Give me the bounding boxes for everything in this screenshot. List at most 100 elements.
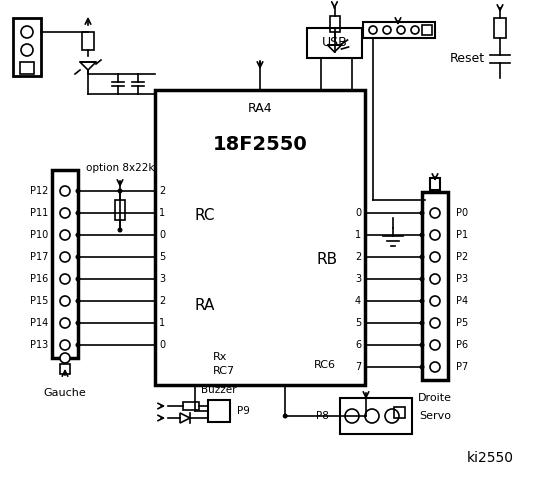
Bar [13, 18, 41, 76]
Text: 0: 0 [355, 208, 361, 218]
Circle shape [420, 232, 425, 238]
Text: 7: 7 [355, 362, 361, 372]
Bar [155, 90, 365, 385]
Text: RC6: RC6 [314, 360, 336, 370]
Bar [60, 364, 70, 374]
Circle shape [430, 252, 440, 262]
Text: P11: P11 [30, 208, 48, 218]
Text: Servo: Servo [419, 411, 451, 421]
Text: 5: 5 [355, 318, 361, 328]
Bar [82, 32, 94, 50]
Bar [422, 192, 448, 380]
Bar [330, 16, 340, 32]
Text: P3: P3 [456, 274, 468, 284]
Text: ki2550: ki2550 [467, 451, 514, 465]
Text: Buzzer: Buzzer [201, 385, 237, 395]
Text: RC: RC [195, 207, 215, 223]
Circle shape [60, 296, 70, 306]
Circle shape [420, 276, 425, 281]
Text: 2: 2 [159, 186, 165, 196]
Circle shape [420, 299, 425, 303]
Circle shape [385, 409, 399, 423]
Text: Droite: Droite [418, 393, 452, 403]
Text: P6: P6 [456, 340, 468, 350]
Circle shape [117, 189, 123, 193]
Circle shape [365, 409, 379, 423]
Bar [494, 18, 506, 38]
Text: P10: P10 [30, 230, 48, 240]
Circle shape [430, 340, 440, 350]
Text: P7: P7 [456, 362, 468, 372]
Text: RA: RA [195, 298, 215, 312]
Circle shape [21, 44, 33, 56]
Text: 2: 2 [355, 252, 361, 262]
Text: P16: P16 [30, 274, 48, 284]
Bar [307, 28, 362, 58]
Bar [422, 25, 432, 35]
Circle shape [76, 321, 81, 325]
Text: option 8x22k: option 8x22k [86, 163, 154, 173]
Text: Gauche: Gauche [44, 388, 86, 398]
Text: P9: P9 [237, 406, 249, 416]
Text: P8: P8 [316, 411, 328, 421]
Circle shape [430, 318, 440, 328]
Bar [340, 398, 412, 434]
Text: 3: 3 [159, 274, 165, 284]
Circle shape [420, 364, 425, 370]
Circle shape [430, 230, 440, 240]
Circle shape [430, 296, 440, 306]
Text: Reset: Reset [450, 51, 485, 64]
Circle shape [76, 232, 81, 238]
Circle shape [76, 299, 81, 303]
Circle shape [76, 343, 81, 348]
Text: 0: 0 [159, 340, 165, 350]
Circle shape [60, 186, 70, 196]
Bar [20, 62, 34, 74]
Circle shape [21, 26, 33, 38]
Text: P4: P4 [456, 296, 468, 306]
Circle shape [397, 26, 405, 34]
Circle shape [60, 252, 70, 262]
Text: Rx: Rx [213, 352, 227, 362]
Bar [363, 22, 435, 38]
Text: RB: RB [316, 252, 337, 267]
Text: RC7: RC7 [213, 366, 235, 376]
Text: RA4: RA4 [248, 101, 272, 115]
Bar [430, 178, 440, 190]
Text: P1: P1 [456, 230, 468, 240]
Bar [115, 200, 125, 220]
Circle shape [76, 189, 81, 193]
Text: P14: P14 [30, 318, 48, 328]
Text: 18F2550: 18F2550 [212, 135, 307, 155]
Circle shape [420, 211, 425, 216]
Circle shape [117, 228, 123, 232]
Text: 3: 3 [355, 274, 361, 284]
Text: P15: P15 [30, 296, 48, 306]
Text: 5: 5 [159, 252, 165, 262]
Circle shape [60, 274, 70, 284]
Text: 4: 4 [355, 296, 361, 306]
Text: P5: P5 [456, 318, 468, 328]
Bar [183, 402, 199, 410]
Circle shape [60, 208, 70, 218]
Text: 0: 0 [159, 230, 165, 240]
Circle shape [411, 26, 419, 34]
Circle shape [345, 409, 359, 423]
Text: USB: USB [322, 36, 347, 49]
Bar [208, 400, 230, 422]
Circle shape [283, 413, 288, 419]
Circle shape [430, 274, 440, 284]
Circle shape [60, 230, 70, 240]
Circle shape [420, 343, 425, 348]
Text: P17: P17 [30, 252, 48, 262]
Circle shape [76, 254, 81, 260]
Circle shape [420, 321, 425, 325]
Text: P0: P0 [456, 208, 468, 218]
Text: 6: 6 [355, 340, 361, 350]
Bar [394, 407, 405, 418]
Circle shape [420, 254, 425, 260]
Circle shape [430, 208, 440, 218]
Text: P12: P12 [30, 186, 48, 196]
Circle shape [76, 276, 81, 281]
Text: 1: 1 [159, 318, 165, 328]
